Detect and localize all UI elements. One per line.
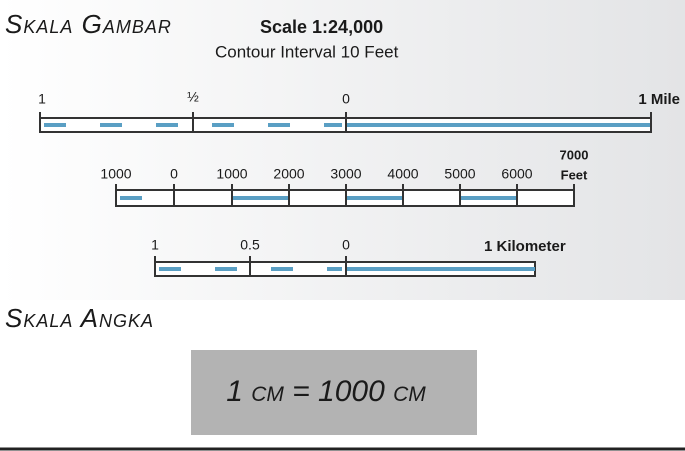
tick-label: 1 bbox=[38, 91, 46, 107]
bar-dash bbox=[120, 196, 142, 200]
tick-label: 0.5 bbox=[240, 237, 260, 253]
tick-label: 5000 bbox=[444, 166, 475, 182]
tick-label: 0 bbox=[170, 166, 178, 182]
bar-dash bbox=[324, 123, 342, 127]
bar-dash bbox=[268, 123, 290, 127]
bar-dash bbox=[159, 267, 181, 271]
bar-stripe bbox=[232, 196, 289, 200]
bar-dash bbox=[271, 267, 293, 271]
bar-dash bbox=[44, 123, 66, 127]
tick-label: 1 bbox=[151, 237, 159, 253]
tick-label: 0 bbox=[342, 91, 350, 107]
feet-labels: 1000 0 1000 2000 3000 4000 5000 6000 bbox=[100, 166, 532, 182]
tick-label: 3000 bbox=[330, 166, 361, 182]
background bbox=[0, 0, 685, 300]
ratio-box bbox=[191, 350, 477, 435]
tick-label: 2000 bbox=[273, 166, 304, 182]
unit-value: 7000 bbox=[560, 147, 589, 162]
contour-text: Contour Interval 10 Feet bbox=[215, 42, 399, 61]
tick-label: 4000 bbox=[387, 166, 418, 182]
bar-dash bbox=[327, 267, 342, 271]
section-title: Skala Angka bbox=[5, 303, 154, 333]
scale-text: Scale 1:24,000 bbox=[260, 17, 383, 37]
bar-stripe bbox=[346, 196, 403, 200]
tick-label: ½ bbox=[187, 89, 199, 105]
bar-dash bbox=[156, 123, 178, 127]
scale-bars bbox=[39, 112, 652, 277]
bar-dash bbox=[212, 123, 234, 127]
bar-stripe bbox=[346, 267, 535, 271]
bar-dash bbox=[100, 123, 122, 127]
tick-label: 6000 bbox=[501, 166, 532, 182]
ratio-text: 1 cm = 1000 cm bbox=[226, 375, 426, 408]
tick-label: 0 bbox=[342, 237, 350, 253]
bar-stripe bbox=[346, 123, 651, 127]
bar-dash bbox=[215, 267, 237, 271]
unit-label: 1 Kilometer bbox=[484, 238, 566, 255]
bar-stripe bbox=[460, 196, 517, 200]
tick-label: 1000 bbox=[100, 166, 131, 182]
unit-label: 1 Mile bbox=[638, 91, 680, 108]
unit-label: Feet bbox=[561, 167, 588, 182]
tick-label: 1000 bbox=[216, 166, 247, 182]
title: Skala Gambar bbox=[5, 9, 172, 39]
